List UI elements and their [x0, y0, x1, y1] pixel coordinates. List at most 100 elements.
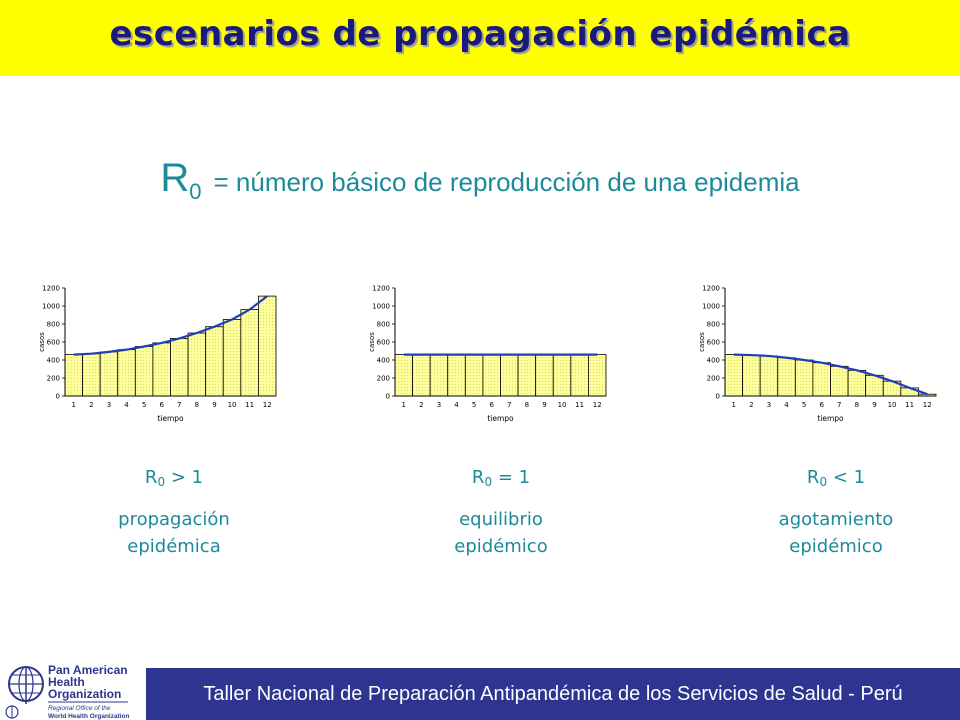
r0-definition: R0 = número básico de reproducción de una… [0, 156, 960, 205]
bar-2 [742, 354, 761, 397]
bar-4 [777, 357, 796, 397]
y-tick-label: 0 [716, 393, 720, 401]
globe-emblem-icon [8, 666, 44, 704]
y-tick-label: 200 [377, 375, 390, 383]
y-tick-label: 400 [707, 357, 720, 365]
x-tick-label: 11 [245, 401, 254, 409]
x-tick-label: 11 [575, 401, 584, 409]
bar-5 [794, 359, 814, 397]
bar-7 [170, 338, 189, 397]
bar-3 [429, 354, 449, 397]
scenario-caption-propagation: R0 > 1 propagación epidémica [54, 464, 294, 560]
bar-3 [99, 351, 119, 397]
x-tick-label: 8 [855, 401, 859, 409]
logo-subline-1: Regional Office of the [48, 705, 111, 712]
x-tick-label: 7 [177, 401, 181, 409]
bar-2 [82, 353, 101, 397]
x-tick-label: 1 [402, 401, 406, 409]
y-tick-label: 600 [707, 339, 720, 347]
x-tick-label: 6 [159, 401, 164, 409]
logo-subline-2: World Health Organization [48, 713, 130, 720]
bar-1 [64, 354, 83, 397]
x-tick-label: 5 [802, 401, 806, 409]
bar-10 [222, 319, 242, 397]
y-tick-label: 0 [386, 393, 390, 401]
x-tick-label: 3 [107, 401, 111, 409]
scenario-caption-equilibrium: R0 = 1 equilibrio epidémico [381, 464, 621, 560]
who-emblem-icon [5, 705, 19, 719]
scenario-label-line1: agotamiento [778, 509, 894, 530]
logo-line-3: Organization [48, 687, 121, 701]
bar-6 [482, 354, 501, 397]
x-tick-label: 1 [732, 401, 736, 409]
y-axis-title: casos [38, 332, 46, 352]
bar-12 [588, 354, 607, 397]
x-axis-title: tiempo [487, 414, 514, 423]
y-tick-label: 200 [47, 375, 60, 383]
x-tick-label: 10 [558, 401, 567, 409]
bar-8 [847, 369, 867, 397]
scenario-relation: R0 = 1 [471, 467, 531, 489]
y-tick-label: 800 [707, 321, 720, 329]
bar-9 [205, 326, 224, 397]
scenario-relation: R0 > 1 [144, 467, 204, 489]
y-tick-label: 1200 [372, 285, 390, 293]
bar-4 [117, 349, 136, 397]
x-tick-label: 6 [489, 401, 494, 409]
r0-definition-text: = número básico de reproducción de una e… [213, 167, 800, 197]
bar-8 [187, 332, 207, 397]
bar-5 [464, 354, 484, 397]
y-tick-label: 800 [377, 321, 390, 329]
scenario-relation: R0 < 1 [806, 467, 866, 489]
bar-6 [152, 342, 171, 397]
y-tick-label: 600 [377, 339, 390, 347]
y-tick-label: 200 [707, 375, 720, 383]
logo-line-2: Health [48, 675, 85, 689]
x-tick-label: 8 [525, 401, 529, 409]
x-tick-label: 9 [542, 401, 546, 409]
scenario-label-line2: epidémico [789, 536, 883, 557]
x-tick-label: 12 [923, 401, 932, 409]
x-tick-label: 12 [593, 401, 602, 409]
paho-logo: Pan American Health Organization Regiona… [5, 663, 130, 720]
y-tick-label: 400 [377, 357, 390, 365]
bar-10 [552, 354, 572, 397]
bar-1 [394, 354, 413, 397]
x-axis-title: tiempo [817, 414, 844, 423]
x-tick-label: 4 [784, 401, 789, 409]
r0-subscript: 0 [189, 179, 202, 204]
r0-symbol: R [160, 156, 190, 200]
x-tick-label: 9 [872, 401, 876, 409]
y-tick-label: 0 [56, 393, 60, 401]
x-tick-label: 9 [212, 401, 216, 409]
scenario-label-line1: propagación [118, 509, 230, 530]
footer-text: Taller Nacional de Preparación Antipandé… [203, 683, 903, 705]
bar-11 [570, 354, 589, 397]
logo-line-1: Pan American [48, 663, 128, 677]
x-tick-label: 6 [819, 401, 824, 409]
y-tick-label: 1000 [42, 303, 60, 311]
trend-line [73, 295, 268, 356]
bar-12 [258, 295, 277, 397]
x-tick-label: 7 [837, 401, 841, 409]
bar-4 [447, 354, 466, 397]
x-tick-label: 2 [749, 401, 753, 409]
bar-7 [500, 354, 519, 397]
bar-1 [724, 354, 743, 397]
x-tick-label: 8 [195, 401, 199, 409]
x-tick-label: 12 [263, 401, 272, 409]
x-tick-label: 4 [454, 401, 459, 409]
bar-8 [517, 354, 537, 397]
bar-3 [759, 355, 779, 397]
bar-5 [134, 346, 154, 397]
x-tick-label: 11 [905, 401, 914, 409]
x-tick-label: 5 [142, 401, 146, 409]
y-tick-label: 600 [47, 339, 60, 347]
bar-9 [535, 354, 554, 397]
y-axis-title: casos [368, 332, 376, 352]
scenario-label-line2: epidémica [127, 536, 221, 557]
x-tick-label: 5 [472, 401, 476, 409]
